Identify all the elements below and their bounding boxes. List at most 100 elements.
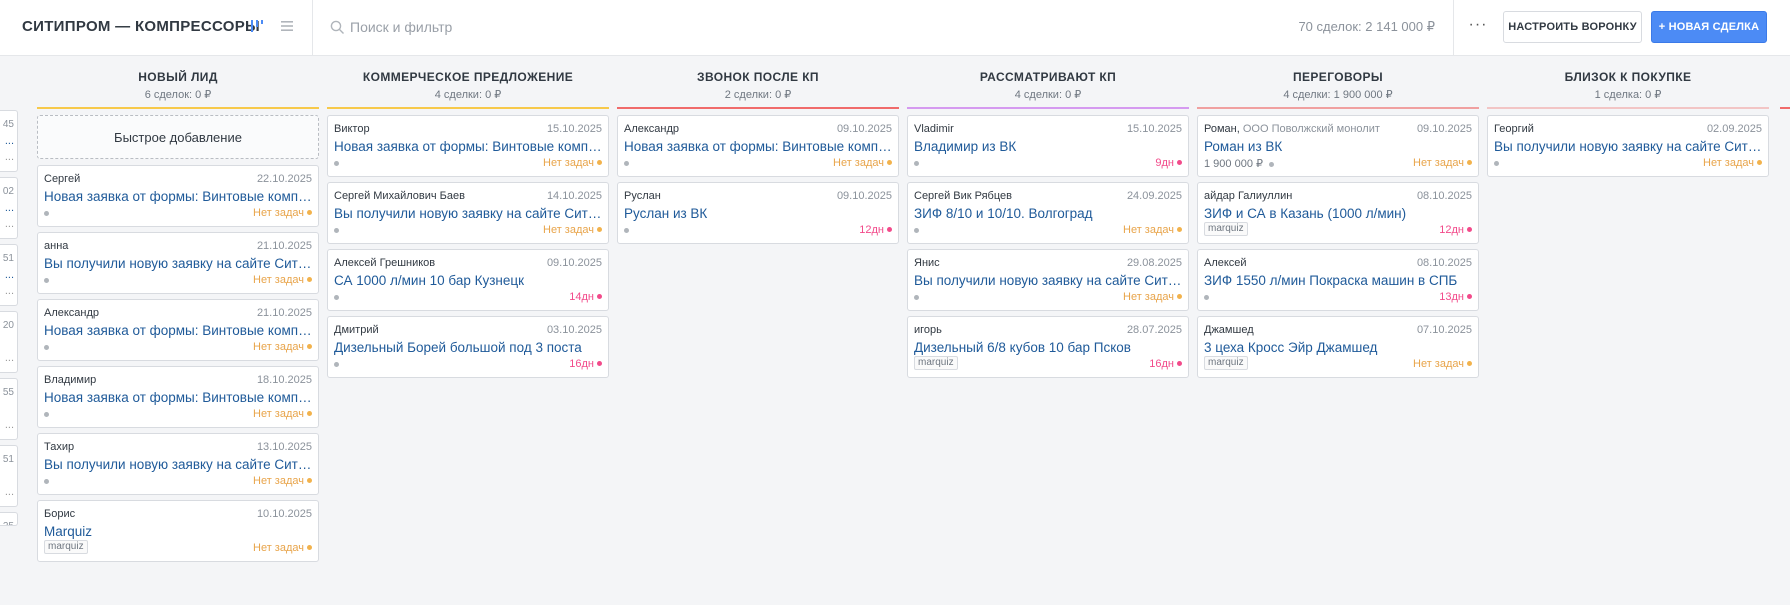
deal-contact[interactable]: Vladimir xyxy=(914,123,954,135)
partial-deal-card[interactable]: 51...... xyxy=(0,244,18,306)
deal-card[interactable]: Владимир 18.10.2025 Новая заявка от формы:… xyxy=(37,366,319,428)
task-status[interactable]: Нет задач xyxy=(253,475,312,487)
deal-title[interactable]: Роман из ВК xyxy=(1204,139,1283,154)
deal-card[interactable]: Борис 10.10.2025 Marquiz marquiz Нет задач xyxy=(37,500,319,562)
task-status[interactable]: Нет задач xyxy=(253,542,312,554)
deal-title[interactable]: Новая заявка от формы: Винтовые компресс… xyxy=(44,390,312,405)
deal-card[interactable]: анна 21.10.2025 Вы получили новую заявку н… xyxy=(37,232,319,294)
task-status[interactable]: Нет задач xyxy=(253,274,312,286)
column-header[interactable]: РАССМАТРИВАЮТ КП 4 сделки: 0 ₽ xyxy=(907,57,1189,109)
deal-title[interactable]: Руслан из ВК xyxy=(624,206,708,221)
task-status[interactable]: Нет задач xyxy=(1703,157,1762,169)
task-status[interactable]: Нет задач xyxy=(253,408,312,420)
deal-card[interactable]: Александр 21.10.2025 Новая заявка от формы… xyxy=(37,299,319,361)
task-status[interactable]: Нет задач xyxy=(1413,157,1472,169)
deal-contact[interactable]: Владимир xyxy=(44,374,96,386)
deal-card[interactable]: Александр 09.10.2025 Новая заявка от формы… xyxy=(617,115,899,177)
deal-contact[interactable]: анна xyxy=(44,240,68,252)
configure-funnel-button[interactable]: НАСТРОИТЬ ВОРОНКУ xyxy=(1503,11,1642,43)
task-status[interactable]: Нет задач xyxy=(543,157,602,169)
deal-title[interactable]: Новая заявка от формы: Винтовые компресс… xyxy=(624,139,892,154)
deal-contact[interactable]: Георгий xyxy=(1494,123,1534,135)
quick-add-button[interactable]: Быстрое добавление xyxy=(37,115,319,159)
partial-deal-card[interactable]: 02...... xyxy=(0,177,18,239)
deal-contact[interactable]: Янис xyxy=(914,257,940,269)
new-deal-button[interactable]: + НОВАЯ СДЕЛКА xyxy=(1651,11,1767,43)
deal-contact[interactable]: Роман, ООО Поволжский монолит xyxy=(1204,123,1380,135)
task-status[interactable]: 9дн xyxy=(1155,157,1182,169)
deal-title[interactable]: Новая заявка от формы: Винтовые компресс… xyxy=(44,323,312,338)
deal-title[interactable]: Вы получили новую заявку на сайте Ситипр… xyxy=(914,273,1182,288)
task-status[interactable]: 16дн xyxy=(1149,358,1182,370)
deal-title[interactable]: ЗИФ и СА в Казань (1000 л/мин) xyxy=(1204,206,1407,221)
column-header[interactable]: НОВЫЙ ЛИД 6 сделок: 0 ₽ xyxy=(37,57,319,109)
deal-card[interactable]: Джамшед 07.10.2025 3 цеха Кросс Эйр Джамше… xyxy=(1197,316,1479,378)
pipeline-title[interactable]: СИТИПРОМ — КОМПРЕССОРЫ xyxy=(22,18,261,35)
task-status[interactable]: 13дн xyxy=(1439,291,1472,303)
deal-title[interactable]: 3 цеха Кросс Эйр Джамшед xyxy=(1204,340,1378,355)
deal-card[interactable]: Виктор 15.10.2025 Новая заявка от формы: В… xyxy=(327,115,609,177)
column-header[interactable]: КОММЕРЧЕСКОЕ ПРЕДЛОЖЕНИЕ 4 сделки: 0 ₽ xyxy=(327,57,609,109)
deal-contact[interactable]: Тахир xyxy=(44,441,74,453)
deal-contact[interactable]: Дмитрий xyxy=(334,324,379,336)
deal-title[interactable]: Новая заявка от формы: Винтовые компресс… xyxy=(44,189,312,204)
deal-title[interactable]: Дизельный Борей большой под 3 поста xyxy=(334,340,582,355)
deal-card[interactable]: Сергей 22.10.2025 Новая заявка от формы: В… xyxy=(37,165,319,227)
task-status[interactable]: Нет задач xyxy=(1123,291,1182,303)
partial-deal-card[interactable]: 45...... xyxy=(0,110,18,172)
column-header[interactable]: ПЕРЕГОВОРЫ 4 сделки: 1 900 000 ₽ xyxy=(1197,57,1479,109)
deal-title[interactable]: ЗИФ 8/10 и 10/10. Волгоград xyxy=(914,206,1093,221)
task-status[interactable]: Нет задач xyxy=(1123,224,1182,236)
column-header[interactable]: БЛИЗОК К ПОКУПКЕ 1 сделка: 0 ₽ xyxy=(1487,57,1769,109)
deal-tag[interactable]: marquiz xyxy=(44,540,88,554)
deal-contact[interactable]: Александр xyxy=(44,307,99,319)
deal-title[interactable]: Вы получили новую заявку на сайте Ситипр… xyxy=(1494,139,1762,154)
deal-title[interactable]: СА 1000 л/мин 10 бар Кузнецк xyxy=(334,273,525,288)
deal-contact[interactable]: Джамшед xyxy=(1204,324,1254,336)
deal-card[interactable]: Сергей Михайлович Баев 14.10.2025 Вы получ… xyxy=(327,182,609,244)
deal-title[interactable]: Владимир из ВК xyxy=(914,139,1017,154)
deal-card[interactable]: Роман, ООО Поволжский монолит 09.10.2025 Р… xyxy=(1197,115,1479,177)
task-status[interactable]: Нет задач xyxy=(1413,358,1472,370)
deal-title[interactable]: Вы получили новую заявку на сайте Ситипр… xyxy=(334,206,602,221)
more-options-button[interactable]: ··· xyxy=(1468,16,1488,33)
task-status[interactable]: 16дн xyxy=(569,358,602,370)
task-status[interactable]: Нет задач xyxy=(833,157,892,169)
partial-deal-card[interactable]: 55... xyxy=(0,378,18,440)
kanban-view-icon[interactable] xyxy=(248,17,266,35)
task-status[interactable]: 14дн xyxy=(569,291,602,303)
search-input[interactable] xyxy=(350,16,850,38)
deal-contact[interactable]: игорь xyxy=(914,324,942,336)
task-status[interactable]: 12дн xyxy=(1439,224,1472,236)
deal-contact[interactable]: Алексей xyxy=(1204,257,1247,269)
deal-card[interactable]: Алексей 08.10.2025 ЗИФ 1550 л/мин Покраска… xyxy=(1197,249,1479,311)
deal-contact[interactable]: айдар Галиуллин xyxy=(1204,190,1292,202)
deal-card[interactable]: Георгий 02.09.2025 Вы получили новую заявк… xyxy=(1487,115,1769,177)
deal-contact[interactable]: Алексей Грешников xyxy=(334,257,435,269)
deal-contact[interactable]: Александр xyxy=(624,123,679,135)
deal-contact[interactable]: Виктор xyxy=(334,123,370,135)
deal-card[interactable]: Янис 29.08.2025 Вы получили новую заявку н… xyxy=(907,249,1189,311)
deal-card[interactable]: Vladimir 15.10.2025 Владимир из ВК 9дн xyxy=(907,115,1189,177)
partial-deal-card[interactable]: 20... xyxy=(0,311,18,373)
task-status[interactable]: Нет задач xyxy=(253,207,312,219)
deal-title[interactable]: Новая заявка от формы: Винтовые компресс… xyxy=(334,139,602,154)
task-status[interactable]: 12дн xyxy=(859,224,892,236)
deal-card[interactable]: Руслан 09.10.2025 Руслан из ВК 12дн xyxy=(617,182,899,244)
deal-contact[interactable]: Сергей Михайлович Баев xyxy=(334,190,465,202)
deal-title[interactable]: Вы получили новую заявку на сайте Ситипр… xyxy=(44,256,312,271)
partial-deal-card[interactable]: 25 xyxy=(0,512,18,526)
deal-contact[interactable]: Борис xyxy=(44,508,75,520)
deal-card[interactable]: Дмитрий 03.10.2025 Дизельный Борей большой… xyxy=(327,316,609,378)
deal-card[interactable]: Тахир 13.10.2025 Вы получили новую заявку … xyxy=(37,433,319,495)
deal-title[interactable]: Вы получили новую заявку на сайте Ситипр… xyxy=(44,457,312,472)
deal-tag[interactable]: marquiz xyxy=(914,356,958,370)
task-status[interactable]: Нет задач xyxy=(253,341,312,353)
partial-deal-card[interactable]: 51... xyxy=(0,445,18,507)
deal-title[interactable]: ЗИФ 1550 л/мин Покраска машин в СПБ xyxy=(1204,273,1458,288)
deal-contact[interactable]: Сергей xyxy=(44,173,80,185)
task-status[interactable]: Нет задач xyxy=(543,224,602,236)
column-header[interactable]: ЗВОНОК ПОСЛЕ КП 2 сделки: 0 ₽ xyxy=(617,57,899,109)
deal-tag[interactable]: marquiz xyxy=(1204,222,1248,236)
deal-card[interactable]: игорь 28.07.2025 Дизельный 6/8 кубов 10 ба… xyxy=(907,316,1189,378)
